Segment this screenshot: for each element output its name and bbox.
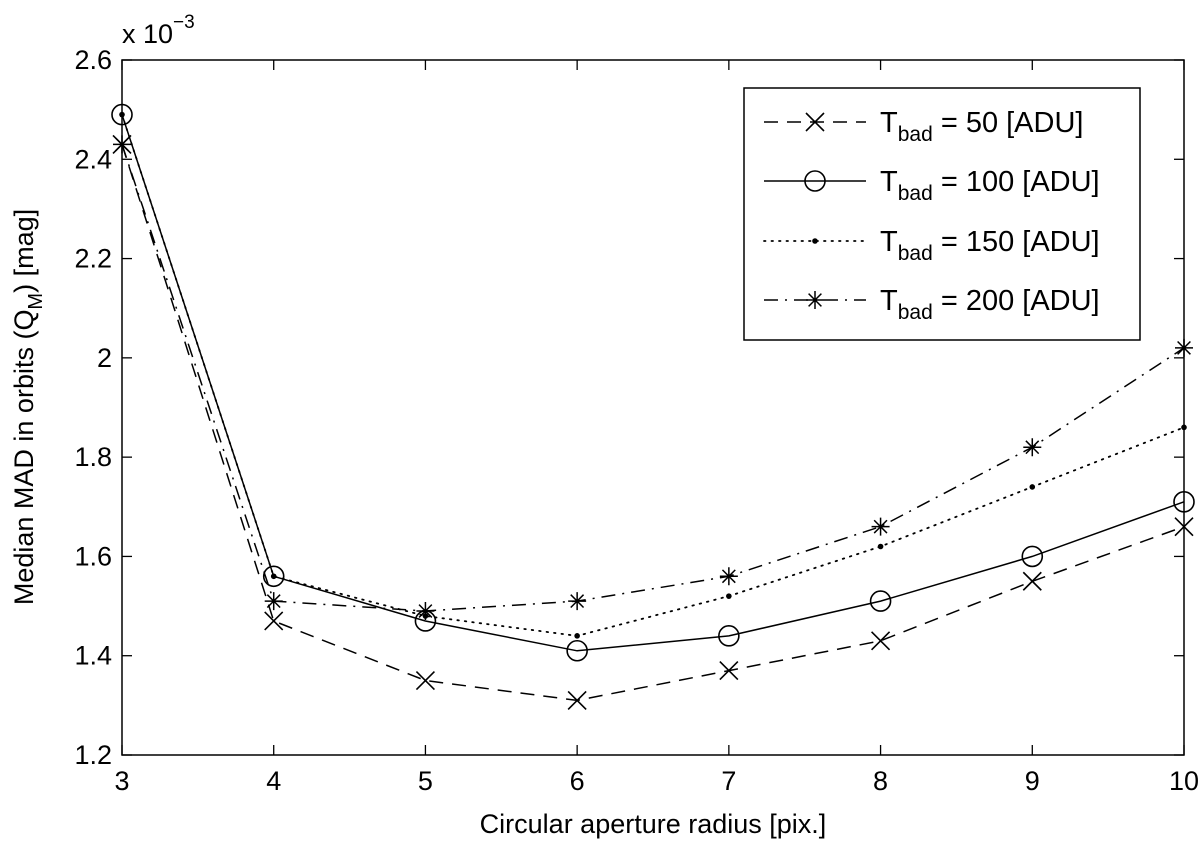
x-tick-label: 10	[1169, 766, 1199, 796]
legend-label-main: T	[880, 107, 898, 139]
legend-label: Tbad = 50 [ADU]	[880, 107, 1083, 146]
data-point	[871, 631, 891, 651]
legend-label-subscript: bad	[898, 123, 933, 146]
x-tick-label: 9	[1025, 766, 1040, 796]
x-tick-label: 3	[114, 766, 129, 796]
x-axis-label: Circular aperture radius [pix.]	[480, 809, 827, 839]
y-axis-label: Median MAD in orbits (QM) [mag]	[9, 209, 47, 605]
plot-frame	[121, 59, 1185, 756]
data-point	[1021, 545, 1044, 568]
legend-label: Tbad = 100 [ADU]	[880, 166, 1100, 205]
legend-marker	[806, 291, 824, 309]
data-point	[567, 690, 587, 710]
data-point	[262, 565, 285, 588]
legend-label-main: T	[880, 226, 898, 258]
data-point	[718, 625, 740, 647]
ticks-layer: 3 4 5 6 7 8 9 10 1.2 1.4 1.6 1.8 2 2.2 2.4 2.6	[74, 45, 1199, 796]
legend-entry-1: Tbad = 100 [ADU]	[764, 166, 1100, 205]
legend-label-subscript: bad	[898, 182, 933, 205]
data-point	[416, 602, 435, 621]
y-axis-label-end: ) [mag]	[9, 209, 39, 293]
legend-entry-2: Tbad = 150 [ADU]	[763, 226, 1100, 265]
legend-entry-0: Tbad = 50 [ADU]	[764, 107, 1083, 146]
y-tick-label: 2	[97, 343, 112, 373]
legend-label: Tbad = 150 [ADU]	[880, 226, 1100, 265]
data-point	[566, 639, 588, 662]
data-point	[877, 543, 884, 550]
series-layer	[111, 103, 1195, 710]
y-tick-label: 2.4	[74, 144, 112, 174]
data-point	[719, 567, 738, 586]
legend: Tbad = 50 [ADU]Tbad = 100 [ADU]Tbad = 15…	[743, 87, 1141, 341]
data-point	[264, 611, 284, 631]
data-point	[1023, 438, 1042, 457]
legend-label-rest: = 50 [ADU]	[933, 107, 1084, 139]
y-axis-label-subscript: M	[25, 293, 47, 310]
data-point	[568, 592, 587, 611]
series-line	[121, 113, 1185, 637]
legend-label-rest: = 100 [ADU]	[933, 166, 1100, 198]
y-axis-label-main: Median MAD in orbits (Q	[9, 310, 39, 606]
legend-box	[743, 87, 1141, 341]
y-tick-label: 1.6	[74, 541, 112, 571]
x-tick-label: 4	[266, 766, 281, 796]
legend-label: Tbad = 200 [ADU]	[880, 285, 1100, 324]
data-point	[726, 593, 732, 599]
data-point	[270, 573, 277, 580]
legend-entry-3: Tbad = 200 [ADU]	[764, 285, 1100, 324]
x-tick-label: 5	[418, 766, 433, 796]
legend-label-main: T	[880, 285, 898, 317]
y-axis-exponent: x 10−3	[122, 12, 195, 49]
legend-marker	[805, 112, 825, 132]
series-2	[119, 111, 1187, 639]
x-tick-label: 6	[570, 766, 585, 796]
series-line	[121, 144, 1185, 612]
legend-marker	[812, 238, 818, 244]
x-tick-label: 7	[721, 766, 736, 796]
legend-label-subscript: bad	[898, 242, 933, 265]
data-point	[264, 592, 283, 611]
data-point	[871, 517, 890, 536]
data-point	[574, 633, 580, 639]
legend-marker	[804, 170, 826, 192]
y-tick-label: 1.4	[74, 641, 112, 671]
legend-label-subscript: bad	[898, 301, 933, 324]
exponent-prefix: x 10	[122, 19, 173, 49]
x-tick-label: 8	[873, 766, 888, 796]
data-point	[869, 590, 892, 612]
legend-label-rest: = 150 [ADU]	[933, 226, 1100, 258]
data-point	[1022, 571, 1042, 591]
legend-label-main: T	[880, 166, 898, 198]
data-point	[415, 670, 435, 691]
y-tick-label: 2.6	[74, 45, 112, 75]
y-tick-label: 1.8	[74, 442, 112, 472]
exponent-power: −3	[173, 12, 195, 33]
data-point	[719, 661, 739, 681]
series-line	[121, 114, 1185, 652]
legend-label-rest: = 200 [ADU]	[933, 285, 1100, 317]
y-tick-label: 2.2	[74, 244, 112, 274]
data-point	[1029, 484, 1036, 490]
y-tick-label: 1.2	[74, 740, 112, 770]
